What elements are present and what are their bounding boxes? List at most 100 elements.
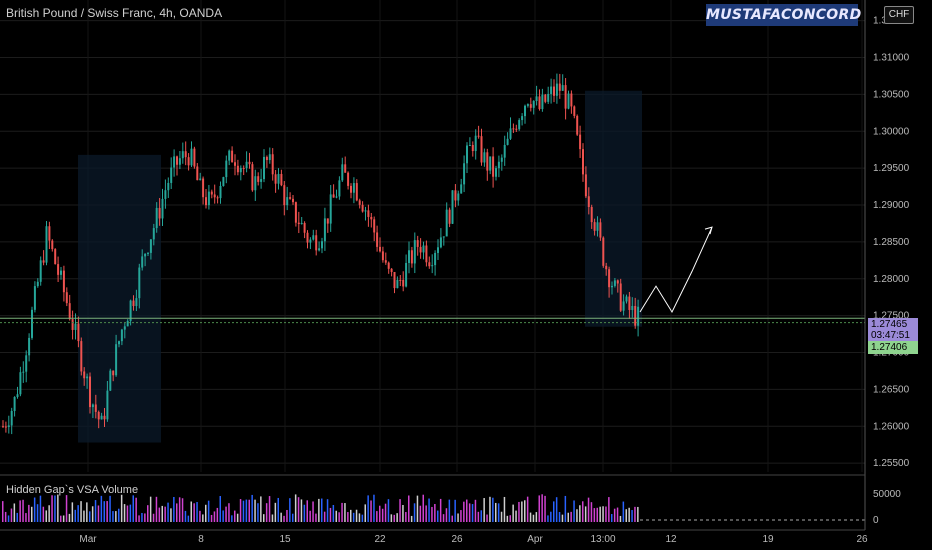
time-tick-label: 19 xyxy=(762,534,774,545)
candle-body xyxy=(94,404,97,412)
time-tick-label: 26 xyxy=(451,534,463,545)
volume-tick-label: 50000 xyxy=(873,489,901,500)
volume-bar xyxy=(86,502,88,522)
volume-bar xyxy=(126,505,129,522)
price-tick-label: 1.27500 xyxy=(873,311,910,322)
time-tick-label: 22 xyxy=(374,534,386,545)
candle-body xyxy=(442,236,445,238)
volume-bar xyxy=(451,515,453,522)
volume-bar xyxy=(344,503,346,522)
volume-bar xyxy=(228,503,230,522)
volume-bar xyxy=(118,508,120,522)
candle-body xyxy=(39,260,42,282)
volume-bar xyxy=(294,494,297,522)
volume-bar xyxy=(416,495,419,522)
volume-bar xyxy=(584,506,587,522)
volume-bar xyxy=(280,512,282,522)
profile-box-right xyxy=(585,90,642,327)
candle-body xyxy=(524,105,526,117)
candle-body xyxy=(245,161,248,169)
volume-bar xyxy=(367,495,369,522)
candle-body xyxy=(312,235,315,240)
candle-body xyxy=(466,145,468,164)
candle-body xyxy=(219,186,222,199)
volume-bar xyxy=(303,504,306,522)
volume-bar xyxy=(306,500,308,522)
candle-body xyxy=(564,85,567,109)
candle-body xyxy=(486,152,489,171)
volume-bar xyxy=(323,511,326,522)
volume-bar xyxy=(286,509,288,522)
candle-body xyxy=(36,281,39,287)
candle-body xyxy=(306,232,309,243)
volume-bar xyxy=(289,498,291,522)
candle-body xyxy=(611,285,613,288)
volume-bar xyxy=(506,515,509,522)
candle-body xyxy=(303,222,306,233)
candle-body xyxy=(515,128,518,130)
candle-body xyxy=(422,245,425,253)
volume-bar xyxy=(555,497,558,522)
candle-body xyxy=(521,116,524,121)
volume-bar xyxy=(332,504,335,522)
volume-bar xyxy=(480,510,482,522)
currency-badge[interactable]: CHF xyxy=(884,6,914,24)
volume-bar xyxy=(167,502,169,522)
candle-body xyxy=(347,172,350,186)
current-price: 1.27465 xyxy=(871,319,908,330)
candle-body xyxy=(106,390,109,420)
volume-bar xyxy=(245,499,248,522)
volume-bar xyxy=(170,508,172,522)
candle-body xyxy=(399,279,402,281)
volume-bar xyxy=(402,505,404,522)
candle-body xyxy=(376,232,379,247)
candle-body xyxy=(265,156,268,161)
candle-body xyxy=(126,320,129,327)
second-price-tag: 1.27406 xyxy=(868,341,918,354)
volume-bar xyxy=(396,513,398,522)
candle-body xyxy=(263,156,265,180)
volume-bar xyxy=(373,494,375,522)
candle-body xyxy=(173,156,176,168)
volume-profiles xyxy=(78,90,642,443)
candle-body xyxy=(135,298,138,307)
candle-body xyxy=(260,179,263,182)
volume-bar xyxy=(190,501,192,522)
candle-body xyxy=(497,161,500,169)
volume-bar xyxy=(260,496,262,522)
candle-body xyxy=(439,237,442,248)
volume-bar xyxy=(387,499,390,522)
volume-bar xyxy=(268,496,271,522)
candle-body xyxy=(161,198,164,219)
volume-bar xyxy=(599,506,601,522)
volume-bar xyxy=(94,500,97,522)
volume-bar xyxy=(36,504,39,522)
candle-body xyxy=(529,104,532,108)
candle-body xyxy=(80,341,83,372)
volume-bar xyxy=(503,496,506,522)
candle-body xyxy=(132,300,135,307)
candle-body xyxy=(329,194,332,224)
candle-body xyxy=(622,301,625,311)
candle-body xyxy=(103,415,106,420)
volume-bar xyxy=(341,502,343,522)
candle-body xyxy=(184,151,187,158)
candle-body xyxy=(164,190,167,199)
candle-body xyxy=(28,337,31,356)
candle-body xyxy=(602,237,605,266)
volume-bar xyxy=(297,497,300,522)
candle-body xyxy=(416,240,419,247)
candle-body xyxy=(152,228,155,240)
candle-body xyxy=(492,156,495,177)
volume-bar xyxy=(579,505,581,522)
volume-bar xyxy=(622,501,625,522)
indicator-label[interactable]: Hidden Gap`s VSA Volume xyxy=(6,484,139,496)
candle-body xyxy=(576,115,579,135)
candle-body xyxy=(457,193,460,201)
volume-bar xyxy=(242,500,245,522)
candle-body xyxy=(393,271,396,289)
volume-bar xyxy=(361,514,364,522)
candle-body xyxy=(60,270,62,275)
volume-bar xyxy=(135,497,137,522)
